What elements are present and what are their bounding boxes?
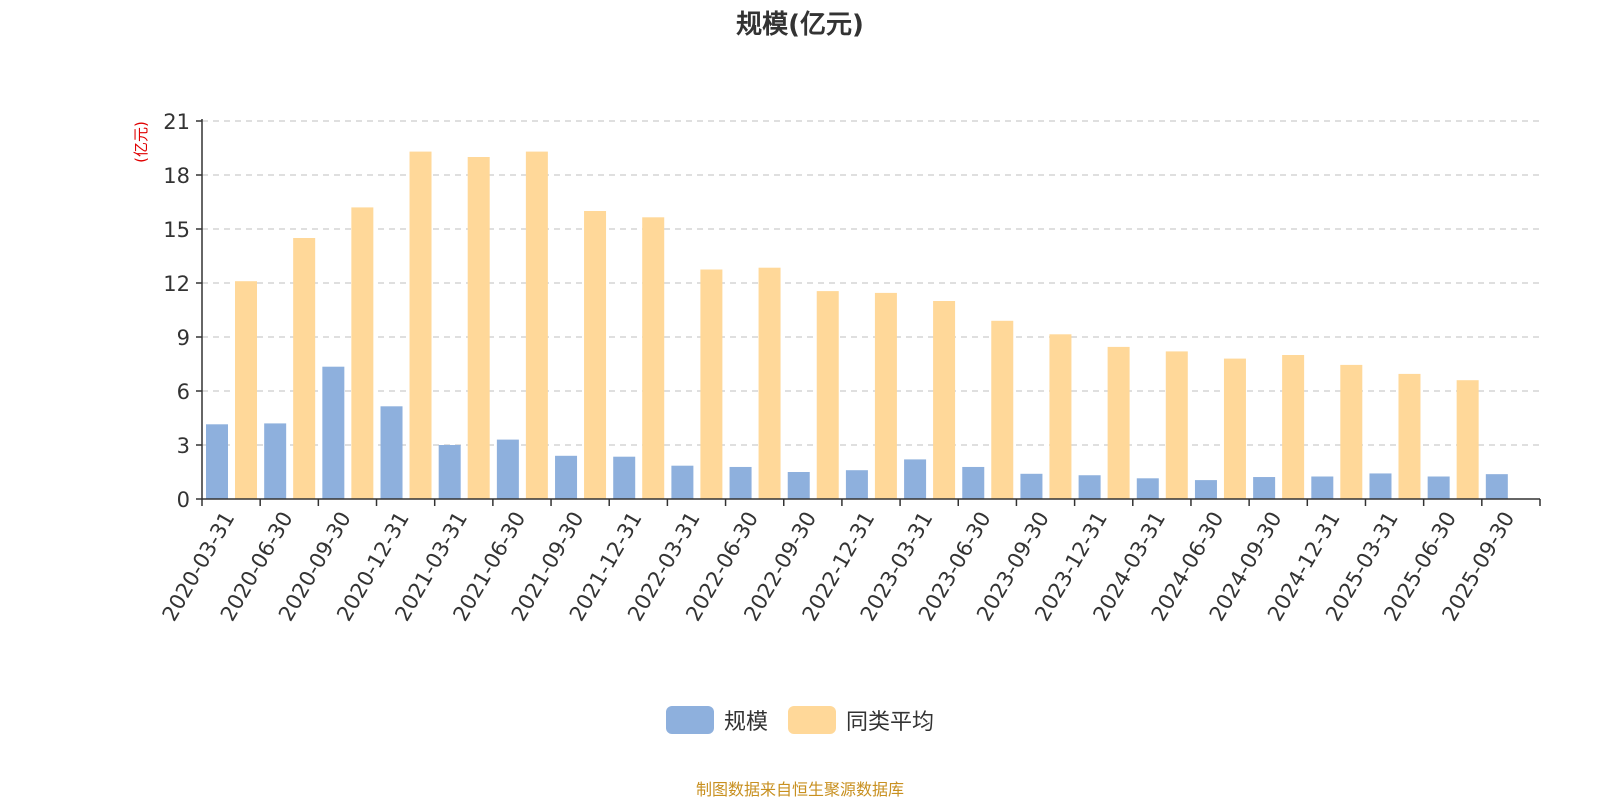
bar-average bbox=[351, 207, 374, 499]
bar-average bbox=[1223, 358, 1246, 499]
bar-scale bbox=[1136, 478, 1159, 499]
y-tick-label: 0 bbox=[177, 488, 190, 512]
bar-average bbox=[409, 151, 432, 499]
source-note: 制图数据来自恒生聚源数据库 bbox=[695, 780, 904, 799]
bar-average bbox=[1456, 380, 1479, 499]
y-axis-unit-label: (亿元) bbox=[132, 121, 150, 163]
bar-scale bbox=[1194, 480, 1217, 499]
bar-scale bbox=[962, 466, 985, 499]
y-tick-label: 12 bbox=[163, 272, 190, 296]
bar-scale bbox=[1020, 473, 1043, 499]
legend-item-scale[interactable]: 规模 bbox=[665, 704, 768, 736]
bar-average bbox=[1398, 373, 1421, 499]
chart-title: 规模(亿元) bbox=[736, 10, 864, 40]
bar-average bbox=[467, 157, 490, 499]
bar-average bbox=[293, 238, 316, 499]
bar-average bbox=[1282, 355, 1305, 499]
bar-average bbox=[991, 320, 1014, 499]
bars bbox=[206, 151, 1508, 500]
bar-scale bbox=[1369, 473, 1392, 499]
legend-item-average[interactable]: 同类平均 bbox=[788, 704, 934, 736]
y-tick-labels: 0 3 6 9 12 15 18 21 bbox=[163, 110, 190, 512]
bar-scale bbox=[555, 455, 578, 499]
y-tick-label: 3 bbox=[177, 434, 190, 458]
bar-scale bbox=[1253, 477, 1276, 499]
gridlines bbox=[202, 120, 1540, 446]
bar-scale bbox=[904, 459, 927, 499]
axes bbox=[196, 119, 1541, 506]
bar-average bbox=[758, 267, 781, 499]
legend-label-average: 同类平均 bbox=[846, 710, 935, 735]
bar-average bbox=[1107, 346, 1130, 499]
y-tick-label: 9 bbox=[177, 326, 190, 350]
y-tick-label: 21 bbox=[163, 110, 190, 134]
bar-scale bbox=[206, 424, 228, 499]
bar-scale bbox=[787, 472, 810, 499]
y-tick-label: 18 bbox=[163, 164, 190, 188]
bar-average bbox=[642, 217, 665, 500]
bar-scale bbox=[1485, 474, 1508, 499]
bar-average bbox=[1165, 351, 1188, 499]
bar-scale bbox=[322, 366, 345, 499]
bar-scale bbox=[729, 466, 752, 499]
bar-average bbox=[874, 292, 897, 499]
bar-scale bbox=[671, 465, 694, 499]
x-tick-labels: 2020-03-312020-06-302020-09-302020-12-31… bbox=[158, 507, 1520, 625]
bar-scale bbox=[1311, 476, 1334, 499]
bar-average bbox=[700, 269, 723, 499]
legend-label-scale: 规模 bbox=[723, 710, 768, 735]
bar-average bbox=[1049, 334, 1072, 499]
bar-scale bbox=[438, 445, 461, 499]
bar-average bbox=[933, 301, 956, 499]
bar-scale bbox=[1427, 476, 1450, 499]
y-tick-label: 15 bbox=[163, 218, 190, 242]
bar-scale bbox=[496, 439, 519, 499]
y-tick-label: 6 bbox=[177, 380, 190, 404]
bar-average bbox=[1340, 364, 1363, 499]
bar-scale bbox=[264, 423, 287, 499]
bar-scale bbox=[845, 470, 868, 499]
bar-average bbox=[235, 281, 257, 499]
bar-average bbox=[525, 151, 548, 499]
bar-average bbox=[816, 291, 839, 499]
bar-scale bbox=[613, 456, 636, 499]
bar-scale bbox=[380, 406, 403, 499]
legend: 规模 同类平均 bbox=[0, 704, 1600, 736]
legend-swatch-average bbox=[788, 706, 836, 734]
bar-scale bbox=[1078, 475, 1101, 499]
legend-swatch-scale bbox=[665, 706, 714, 734]
bar-average bbox=[584, 211, 607, 499]
